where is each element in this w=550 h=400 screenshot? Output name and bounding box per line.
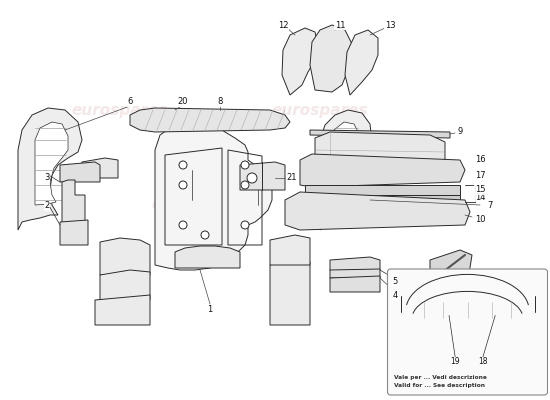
Text: 2: 2 bbox=[45, 202, 50, 210]
Polygon shape bbox=[130, 108, 290, 132]
Polygon shape bbox=[345, 30, 378, 95]
Circle shape bbox=[179, 161, 187, 169]
Polygon shape bbox=[62, 180, 85, 225]
Text: 13: 13 bbox=[384, 20, 395, 30]
Text: 11: 11 bbox=[335, 20, 345, 30]
Text: 12: 12 bbox=[278, 20, 288, 30]
Text: 4: 4 bbox=[392, 292, 398, 300]
FancyBboxPatch shape bbox=[388, 269, 547, 395]
Polygon shape bbox=[320, 110, 372, 230]
Text: eurospares: eurospares bbox=[72, 102, 168, 118]
Text: 20: 20 bbox=[178, 98, 188, 106]
Polygon shape bbox=[310, 25, 352, 92]
Text: 7: 7 bbox=[487, 200, 493, 210]
Polygon shape bbox=[95, 295, 150, 325]
Text: 5: 5 bbox=[392, 278, 398, 286]
Text: Vale per ... Vedi descrizione: Vale per ... Vedi descrizione bbox=[394, 376, 487, 380]
Circle shape bbox=[241, 181, 249, 189]
Text: 8: 8 bbox=[217, 98, 223, 106]
Polygon shape bbox=[60, 220, 88, 245]
Circle shape bbox=[247, 173, 257, 183]
Text: 3: 3 bbox=[45, 174, 50, 182]
Text: 14: 14 bbox=[475, 192, 485, 202]
Text: 21: 21 bbox=[287, 174, 297, 182]
Text: 17: 17 bbox=[475, 170, 485, 180]
Polygon shape bbox=[330, 257, 380, 278]
Text: Valid for ... See description: Valid for ... See description bbox=[394, 384, 486, 388]
Polygon shape bbox=[100, 238, 150, 275]
Text: 9: 9 bbox=[458, 128, 463, 136]
Polygon shape bbox=[430, 250, 472, 282]
Polygon shape bbox=[330, 122, 360, 208]
Text: eurospares: eurospares bbox=[272, 102, 368, 118]
Polygon shape bbox=[240, 162, 285, 190]
Text: eurospares: eurospares bbox=[152, 198, 248, 212]
Polygon shape bbox=[310, 130, 450, 138]
Polygon shape bbox=[285, 192, 470, 230]
Polygon shape bbox=[270, 235, 310, 265]
Polygon shape bbox=[82, 158, 118, 178]
Text: 1: 1 bbox=[207, 306, 213, 314]
Polygon shape bbox=[282, 28, 318, 95]
Polygon shape bbox=[305, 195, 460, 202]
Circle shape bbox=[179, 221, 187, 229]
Polygon shape bbox=[35, 122, 68, 205]
Text: 15: 15 bbox=[475, 186, 485, 194]
Text: 18: 18 bbox=[478, 358, 488, 366]
Polygon shape bbox=[60, 162, 100, 182]
Circle shape bbox=[241, 161, 249, 169]
Polygon shape bbox=[270, 260, 310, 325]
Polygon shape bbox=[315, 132, 445, 172]
Polygon shape bbox=[175, 246, 240, 268]
Text: 19: 19 bbox=[450, 358, 460, 366]
Circle shape bbox=[201, 231, 209, 239]
Circle shape bbox=[179, 181, 187, 189]
Polygon shape bbox=[155, 122, 272, 270]
Text: 6: 6 bbox=[127, 98, 133, 106]
Text: 16: 16 bbox=[475, 156, 485, 164]
Polygon shape bbox=[18, 108, 82, 230]
Polygon shape bbox=[305, 185, 460, 195]
Polygon shape bbox=[300, 154, 465, 187]
Circle shape bbox=[241, 221, 249, 229]
Polygon shape bbox=[330, 276, 380, 292]
Text: eurospares: eurospares bbox=[322, 192, 418, 208]
Text: 10: 10 bbox=[475, 216, 485, 224]
Polygon shape bbox=[100, 270, 150, 300]
